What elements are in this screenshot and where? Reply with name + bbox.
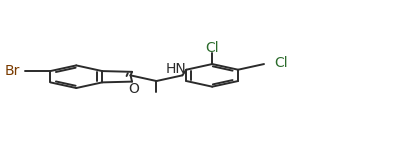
Text: O: O (128, 82, 139, 96)
Text: HN: HN (165, 62, 186, 76)
Text: Cl: Cl (205, 41, 218, 55)
Text: Cl: Cl (274, 56, 287, 70)
Text: Br: Br (4, 64, 20, 78)
